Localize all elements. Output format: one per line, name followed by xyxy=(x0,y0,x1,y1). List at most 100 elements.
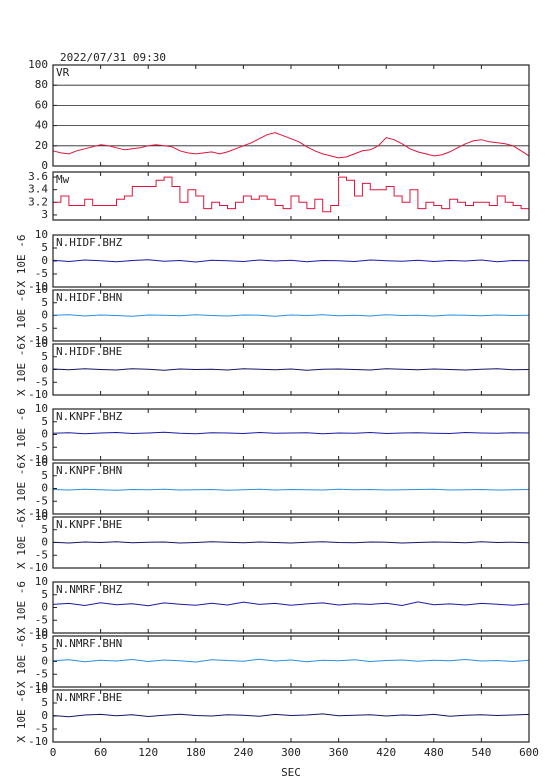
panel-frame xyxy=(52,408,530,461)
y-tick-label: 20 xyxy=(35,139,48,152)
panel-frame xyxy=(52,64,530,167)
y-tick-label: 3.2 xyxy=(28,195,48,208)
series-line xyxy=(52,488,530,491)
y-tick-label: 100 xyxy=(28,58,48,71)
y-tick-label: -5 xyxy=(35,613,48,626)
x-tick-label: 300 xyxy=(281,746,301,759)
y-tick-label: -10 xyxy=(28,388,48,401)
y-axis-label: X 10E -6 xyxy=(15,289,28,342)
y-tick-label: 5 xyxy=(41,415,48,428)
y-axis-label: X 10E -6 xyxy=(15,462,28,515)
y-tick-label: -5 xyxy=(35,667,48,680)
y-tick-label: 10 xyxy=(35,510,48,523)
y-tick-label: 80 xyxy=(35,78,48,91)
y-tick-label: -5 xyxy=(35,440,48,453)
y-tick-label: 10 xyxy=(35,575,48,588)
y-tick-label: 10 xyxy=(35,456,48,469)
series-line xyxy=(52,713,530,718)
y-tick-label: 3.4 xyxy=(28,183,48,196)
y-tick-label: 10 xyxy=(35,402,48,415)
panel-label: N.KNPF.BHZ xyxy=(56,410,123,423)
series-line xyxy=(52,314,530,317)
y-tick-label: 0 xyxy=(41,536,48,549)
panel-frame xyxy=(52,343,530,396)
panel-label: N.HIDF.BHZ xyxy=(56,236,123,249)
y-tick-label: -5 xyxy=(35,267,48,280)
y-tick-label: -10 xyxy=(28,626,48,639)
y-tick-label: -5 xyxy=(35,321,48,334)
y-tick-label: 0 xyxy=(41,655,48,668)
panel-frame xyxy=(52,689,530,743)
x-tick-label: 540 xyxy=(471,746,491,759)
y-tick-label: 0 xyxy=(41,309,48,322)
series-line xyxy=(52,132,530,159)
x-tick-label: 60 xyxy=(94,746,107,759)
y-tick-label: 0 xyxy=(41,254,48,267)
series-line xyxy=(52,368,530,371)
y-tick-label: -10 xyxy=(28,735,48,748)
y-tick-label: 5 xyxy=(41,642,48,655)
y-tick-label: 0 xyxy=(41,709,48,722)
x-tick-label: 420 xyxy=(376,746,396,759)
chart-title: 2022/07/31 09:30 xyxy=(60,51,166,64)
panel-frame xyxy=(52,635,530,688)
y-tick-label: 0 xyxy=(41,363,48,376)
y-axis-label: X 10E -6 xyxy=(15,635,28,688)
y-axis-label: X 10E -6 xyxy=(15,516,28,569)
y-tick-label: -5 xyxy=(35,722,48,735)
y-axis-label: X 10E -6 xyxy=(15,235,28,288)
y-tick-label: -10 xyxy=(28,680,48,693)
series-line xyxy=(53,176,530,213)
series-line xyxy=(52,431,530,435)
x-tick-label: 240 xyxy=(233,746,253,759)
y-tick-label: 5 xyxy=(41,696,48,709)
panel-label: N.NMRF.BHZ xyxy=(56,583,123,596)
y-tick-label: -10 xyxy=(28,453,48,466)
y-tick-label: 40 xyxy=(35,119,48,132)
panel-label: Mw xyxy=(56,173,70,186)
y-axis-label: X 10E -6 xyxy=(15,690,28,743)
y-tick-label: 5 xyxy=(41,588,48,601)
y-tick-label: 0 xyxy=(41,428,48,441)
y-tick-label: 3 xyxy=(41,208,48,221)
panel-frame xyxy=(52,234,530,288)
y-tick-label: -5 xyxy=(35,548,48,561)
y-tick-label: -5 xyxy=(35,494,48,507)
x-tick-label: 0 xyxy=(50,746,57,759)
series-line xyxy=(52,658,530,663)
y-tick-label: 5 xyxy=(41,350,48,363)
y-tick-label: -10 xyxy=(28,561,48,574)
y-tick-label: -5 xyxy=(35,375,48,388)
x-tick-label: 600 xyxy=(519,746,539,759)
panel-label: N.NMRF.BHE xyxy=(56,691,122,704)
x-tick-label: 120 xyxy=(138,746,158,759)
x-tick-label: 180 xyxy=(186,746,206,759)
y-tick-label: 10 xyxy=(35,337,48,350)
panel-frame xyxy=(52,462,530,515)
y-axis-label: X 10E -6 xyxy=(15,343,28,396)
y-tick-label: 60 xyxy=(35,98,48,111)
y-tick-label: 0 xyxy=(41,482,48,495)
y-tick-label: 10 xyxy=(35,683,48,696)
y-tick-label: 5 xyxy=(41,296,48,309)
y-axis-label: X 10E -6 xyxy=(15,581,28,634)
panel-label: N.NMRF.BHN xyxy=(56,637,122,650)
panel-frame xyxy=(52,581,530,634)
series-line xyxy=(52,541,530,544)
y-tick-label: 0 xyxy=(41,601,48,614)
y-tick-label: 3.6 xyxy=(28,170,48,183)
series-line xyxy=(52,601,530,607)
y-tick-label: -10 xyxy=(28,334,48,347)
panel-label: N.KNPF.BHN xyxy=(56,464,122,477)
panel-label: N.KNPF.BHE xyxy=(56,518,122,531)
y-tick-label: -10 xyxy=(28,507,48,520)
x-axis-label: SEC xyxy=(281,766,301,779)
y-tick-label: 5 xyxy=(41,469,48,482)
panel-frame xyxy=(52,516,530,569)
x-tick-label: 360 xyxy=(329,746,349,759)
y-tick-label: 5 xyxy=(41,523,48,536)
y-tick-label: -10 xyxy=(28,280,48,293)
panel-frame xyxy=(52,289,530,342)
series-line xyxy=(52,259,530,263)
